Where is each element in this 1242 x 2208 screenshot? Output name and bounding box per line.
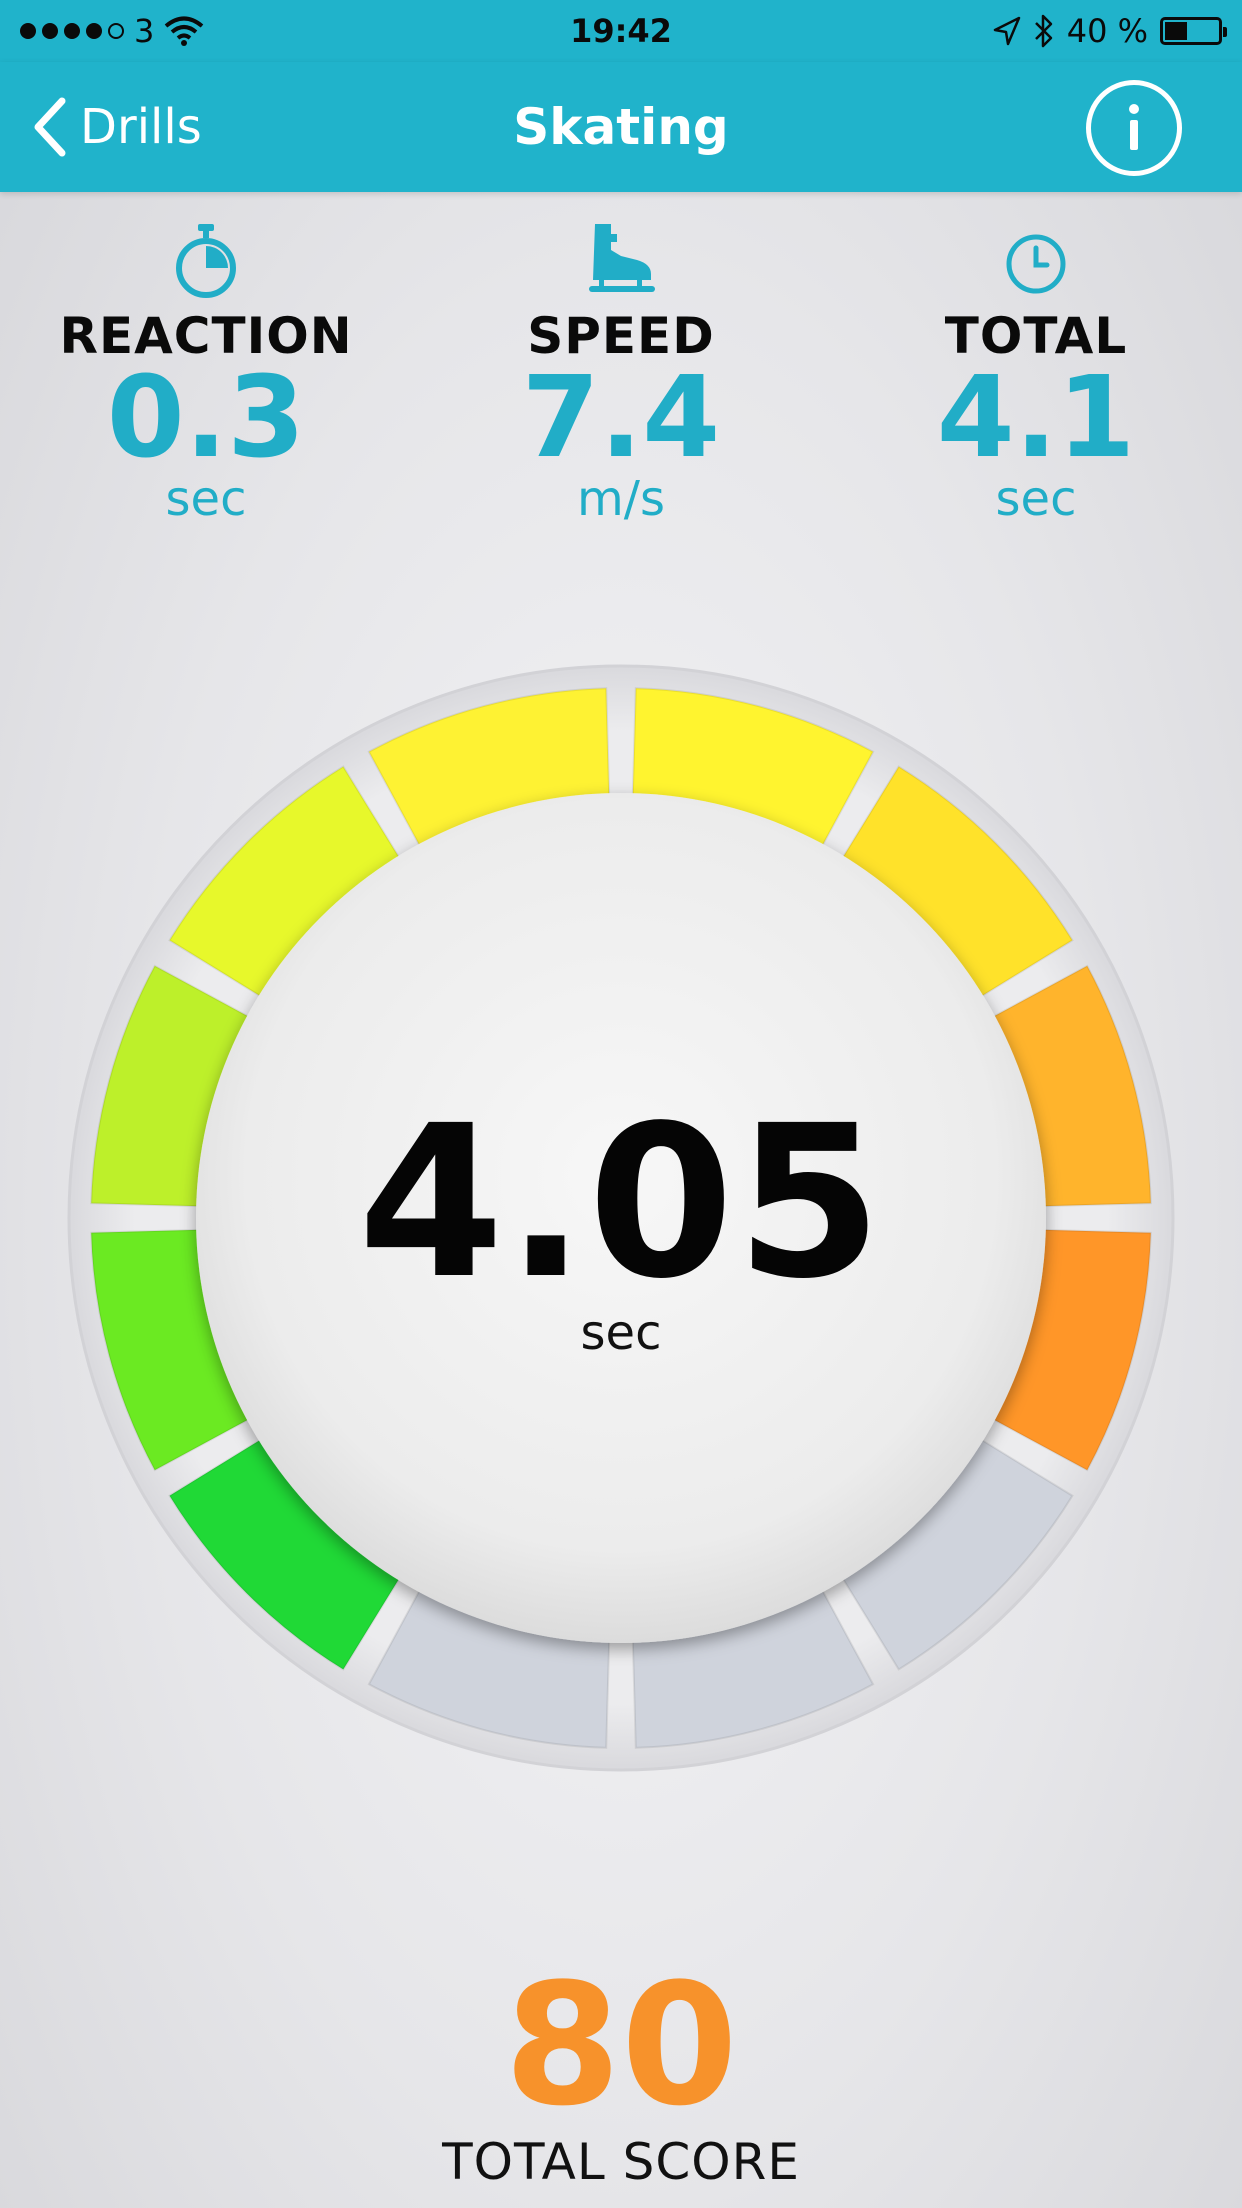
- status-bar: 3 19:42 40 %: [0, 0, 1242, 62]
- total-label: TOTAL: [944, 307, 1128, 365]
- carrier-name: 3: [134, 12, 155, 50]
- battery-level: [1165, 22, 1188, 40]
- battery-percentage: 40 %: [1066, 12, 1148, 50]
- navigation-bar: Drills Skating: [0, 62, 1242, 192]
- info-icon: [1129, 104, 1139, 150]
- reaction-stat: REACTION 0.3 sec: [26, 220, 386, 528]
- location-arrow-icon: [993, 16, 1020, 46]
- wifi-icon: [165, 16, 204, 46]
- info-button[interactable]: [1086, 80, 1182, 176]
- total-unit: sec: [995, 471, 1077, 527]
- reaction-value: 0.3: [106, 353, 306, 483]
- page-title: Skating: [513, 98, 729, 156]
- speed-value: 7.4: [521, 353, 721, 483]
- carrier-signal: 3: [20, 10, 204, 52]
- total-score-label: TOTAL SCORE: [442, 2133, 800, 2191]
- reaction-label: REACTION: [59, 307, 353, 365]
- gauge-segments: [90, 687, 1152, 1749]
- reaction-unit: sec: [165, 471, 247, 527]
- status-right: 40 %: [993, 10, 1227, 52]
- stopwatch-icon: [176, 224, 236, 298]
- clock: 19:42: [570, 12, 672, 50]
- total-value: 4.1: [936, 353, 1136, 483]
- speed-label: SPEED: [527, 307, 715, 365]
- gauge-ring: [67, 664, 1175, 1772]
- total-score-value: 80: [504, 1947, 738, 2143]
- back-label: Drills: [80, 99, 202, 155]
- speed-stat: SPEED 7.4 m/s: [441, 220, 801, 528]
- gauge-center-disc: [196, 793, 1046, 1643]
- battery-icon: [1160, 17, 1227, 45]
- skate-icon: [589, 224, 655, 292]
- clock-icon: [1006, 234, 1066, 294]
- total-stat: TOTAL 4.1 sec: [856, 220, 1216, 528]
- speed-unit: m/s: [577, 471, 665, 527]
- back-button[interactable]: Drills: [30, 92, 202, 162]
- signal-strength-icon: [20, 23, 124, 39]
- time-gauge: 4.05 sec: [66, 663, 1176, 1773]
- chevron-left-icon: [34, 97, 66, 157]
- bluetooth-icon: [1034, 14, 1052, 48]
